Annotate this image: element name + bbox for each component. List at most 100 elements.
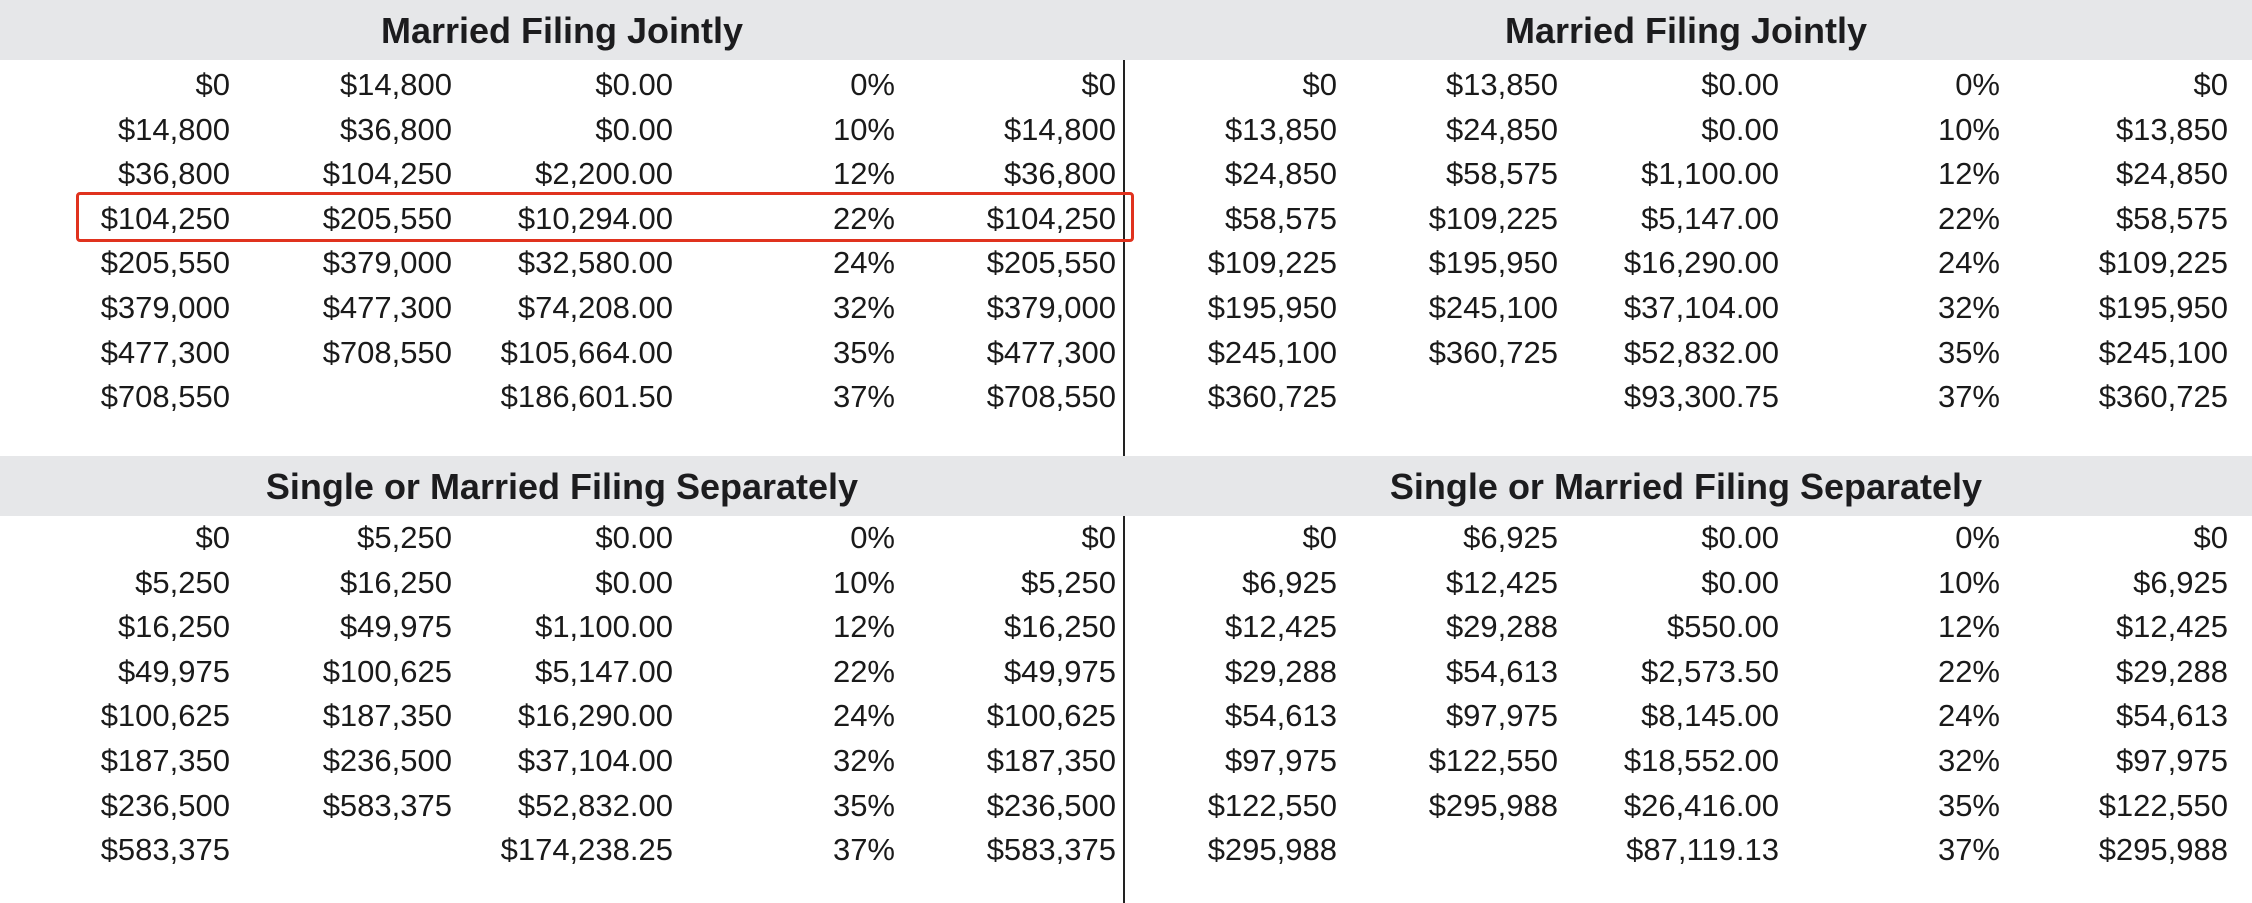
cell-bracket-from: $0 <box>195 67 230 102</box>
section-title-bottom-left: Single or Married Filing Separately <box>265 466 859 507</box>
cell-bracket-from: $583,375 <box>100 832 230 868</box>
cell-bracket-to: $104,250 <box>322 156 452 192</box>
cell-bracket-from: $0 <box>195 520 230 555</box>
cell-bracket-to: $295,988 <box>1428 787 1558 823</box>
cell-bracket-to: $187,350 <box>322 698 452 734</box>
cell-excess-over: $205,550 <box>986 245 1116 281</box>
cell-base-tax: $0.00 <box>595 67 673 102</box>
table-row: $104,250 $205,550 $10,294.00 22% $104,250 <box>0 197 2252 241</box>
cell-bracket-from: $49,975 <box>117 653 230 689</box>
cell-bracket-from: $36,800 <box>117 156 230 192</box>
cell-excess-over: $36,800 <box>1003 156 1116 192</box>
cell-bracket-from: $104,250 <box>100 200 230 236</box>
table-row: $24,850 $58,575 $1,100.00 12% $24,850 <box>0 152 2252 196</box>
cell-rate: 0% <box>850 67 895 102</box>
cell-bracket-to: $477,300 <box>322 290 452 325</box>
cell-rate: 35% <box>832 787 895 823</box>
cell-base-tax: $37,104.00 <box>517 743 673 778</box>
table-row: $49,975 $100,625 $5,147.00 22% $49,975 <box>0 650 2252 694</box>
table-row: $58,575 $109,225 $5,147.00 22% $58,575 <box>0 197 2252 241</box>
cell-excess-over: $477,300 <box>986 334 1116 370</box>
cell-base-tax: $2,200.00 <box>535 156 673 192</box>
cell-base-tax: $8,145.00 <box>1641 698 1779 734</box>
cell-rate: 0% <box>850 520 895 555</box>
cell-bracket-to: $205,550 <box>322 200 452 236</box>
cell-bracket-to: $24,850 <box>1445 111 1558 147</box>
cell-excess-over: $236,500 <box>986 787 1116 823</box>
table-row: $16,250 $49,975 $1,100.00 12% $16,250 <box>0 605 2252 649</box>
cell-bracket-from: $5,250 <box>135 564 230 600</box>
cell-excess-over: $195,950 <box>2098 290 2228 325</box>
cell-bracket-to: $14,800 <box>339 67 452 102</box>
column-divider-bottom <box>1123 516 1125 903</box>
cell-rate: 24% <box>1937 698 2000 734</box>
cell-bracket-from: $14,800 <box>117 111 230 147</box>
table-row: $295,988 $87,119.13 37% $295,988 <box>0 828 2252 872</box>
cell-excess-over: $0 <box>2193 67 2228 102</box>
cell-bracket-from: $97,975 <box>1224 743 1337 778</box>
table-row: $29,288 $54,613 $2,573.50 22% $29,288 <box>0 650 2252 694</box>
table-row: $0 $14,800 $0.00 0% $0 <box>0 63 2252 107</box>
cell-rate: 12% <box>832 609 895 645</box>
cell-excess-over: $109,225 <box>2098 245 2228 281</box>
cell-bracket-to: $360,725 <box>1428 334 1558 370</box>
table-row: $236,500 $583,375 $52,832.00 35% $236,500 <box>0 784 2252 828</box>
cell-excess-over: $12,425 <box>2115 609 2228 645</box>
table-row: $245,100 $360,725 $52,832.00 35% $245,100 <box>0 331 2252 375</box>
cell-rate: 12% <box>1937 609 2000 645</box>
cell-bracket-to: $379,000 <box>322 245 452 281</box>
cell-bracket-to: $12,425 <box>1445 564 1558 600</box>
cell-excess-over: $29,288 <box>2115 653 2228 689</box>
cell-rate: 32% <box>832 743 895 778</box>
cell-rate: 0% <box>1955 67 2000 102</box>
cell-base-tax: $0.00 <box>1701 111 1779 147</box>
cell-excess-over: $14,800 <box>1003 111 1116 147</box>
section-title-top-left: Married Filing Jointly <box>380 10 744 51</box>
table-row: $187,350 $236,500 $37,104.00 32% $187,350 <box>0 739 2252 783</box>
table-row: $0 $6,925 $0.00 0% $0 <box>0 516 2252 560</box>
cell-base-tax: $186,601.50 <box>500 379 673 415</box>
table-row: $379,000 $477,300 $74,208.00 32% $379,000 <box>0 286 2252 330</box>
cell-base-tax: $0.00 <box>1701 520 1779 555</box>
cell-rate: 37% <box>832 832 895 868</box>
cell-excess-over: $122,550 <box>2098 787 2228 823</box>
cell-excess-over: $49,975 <box>1003 653 1116 689</box>
cell-excess-over: $6,925 <box>2133 564 2228 600</box>
cell-rate: 32% <box>832 290 895 325</box>
cell-bracket-to: $236,500 <box>322 743 452 778</box>
cell-excess-over: $187,350 <box>986 743 1116 778</box>
cell-bracket-from: $379,000 <box>100 290 230 325</box>
cell-rate: 37% <box>832 379 895 415</box>
cell-base-tax: $16,290.00 <box>1623 245 1779 281</box>
cell-rate: 22% <box>1937 653 2000 689</box>
cell-base-tax: $18,552.00 <box>1623 743 1779 778</box>
cell-bracket-from: $708,550 <box>100 379 230 415</box>
table-row: $122,550 $295,988 $26,416.00 35% $122,550 <box>0 784 2252 828</box>
cell-bracket-from: $245,100 <box>1207 334 1337 370</box>
cell-excess-over: $100,625 <box>986 698 1116 734</box>
cell-excess-over: $97,975 <box>2115 743 2228 778</box>
cell-rate: 32% <box>1937 290 2000 325</box>
cell-bracket-from: $6,925 <box>1242 564 1337 600</box>
cell-base-tax: $0.00 <box>595 564 673 600</box>
cell-excess-over: $58,575 <box>2115 200 2228 236</box>
cell-rate: 22% <box>832 200 895 236</box>
cell-rate: 10% <box>832 111 895 147</box>
cell-base-tax: $2,573.50 <box>1641 653 1779 689</box>
cell-bracket-from: $195,950 <box>1207 290 1337 325</box>
cell-excess-over: $708,550 <box>986 379 1116 415</box>
cell-bracket-from: $13,850 <box>1224 111 1337 147</box>
cell-bracket-to: $6,925 <box>1463 520 1558 555</box>
table-row: $195,950 $245,100 $37,104.00 32% $195,950 <box>0 286 2252 330</box>
cell-excess-over: $379,000 <box>986 290 1116 325</box>
cell-bracket-from: $0 <box>1302 67 1337 102</box>
cell-base-tax: $5,147.00 <box>535 653 673 689</box>
column-divider-top <box>1123 60 1125 456</box>
cell-rate: 24% <box>832 245 895 281</box>
table-row: $6,925 $12,425 $0.00 10% $6,925 <box>0 561 2252 605</box>
cell-rate: 0% <box>1955 520 2000 555</box>
section-title-top-right: Married Filing Jointly <box>1504 10 1868 51</box>
cell-bracket-from: $58,575 <box>1224 200 1337 236</box>
cell-excess-over: $245,100 <box>2098 334 2228 370</box>
cell-bracket-from: $109,225 <box>1207 245 1337 281</box>
